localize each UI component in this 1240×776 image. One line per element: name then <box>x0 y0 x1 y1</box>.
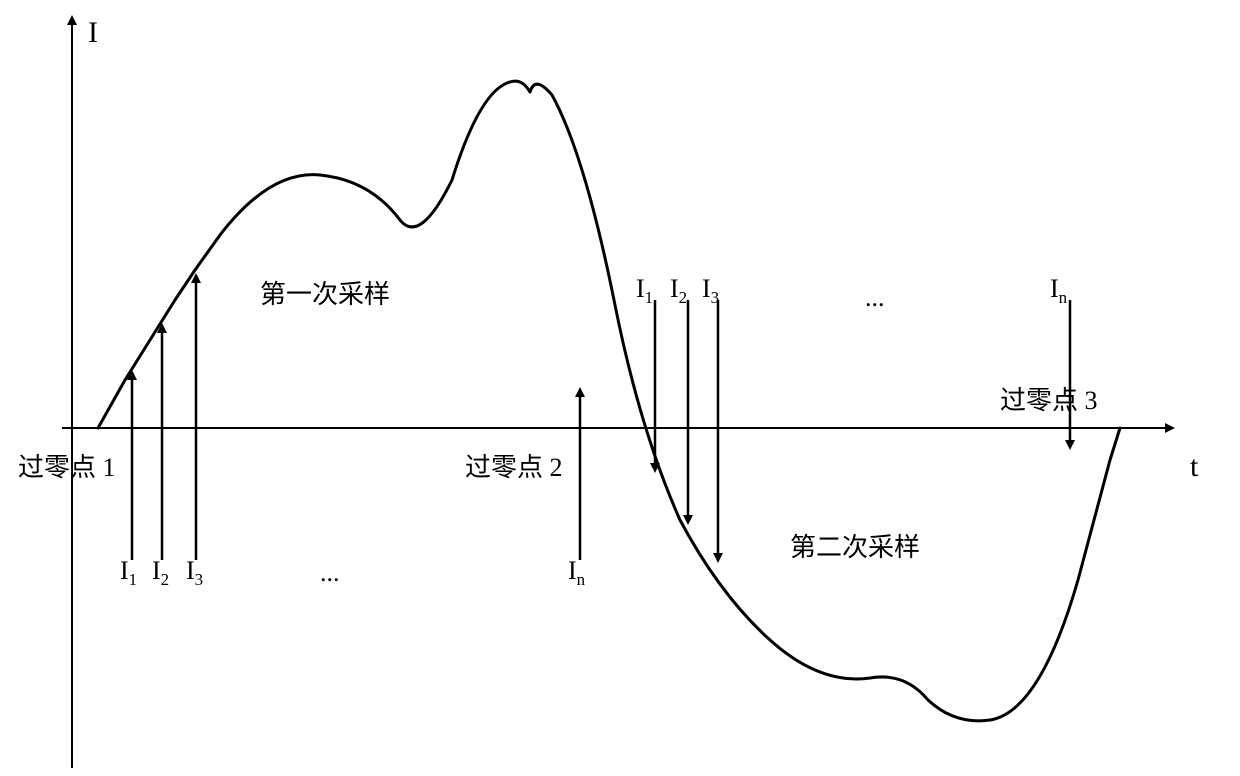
sample-index-label: I3 <box>702 276 719 307</box>
zero-point-label: 过零点 2 <box>465 455 563 481</box>
sampling-label: 第二次采样 <box>790 535 920 561</box>
sample-index-label: I2 <box>670 276 687 307</box>
x-axis-label: t <box>1190 452 1198 482</box>
sample-index-label: I1 <box>636 276 653 307</box>
y-axis-label: I <box>88 18 98 48</box>
sample-index-label: In <box>1050 276 1067 307</box>
ellipsis-label: ... <box>865 285 885 311</box>
zero-point-label: 过零点 3 <box>1000 388 1098 414</box>
zero-point-label: 过零点 1 <box>18 455 116 481</box>
diagram-stage: It 过零点 1 过零点 2 过零点 3 第一次采样第二次采样...... I1 I2 I3 I… <box>0 0 1240 776</box>
sample-index-label: In <box>568 558 585 589</box>
sample-index-label: I2 <box>152 558 169 589</box>
ellipsis-label: ... <box>320 560 340 586</box>
sample-index-label: I1 <box>120 558 137 589</box>
sample-index-label: I3 <box>186 558 203 589</box>
sampling-label: 第一次采样 <box>260 282 390 308</box>
